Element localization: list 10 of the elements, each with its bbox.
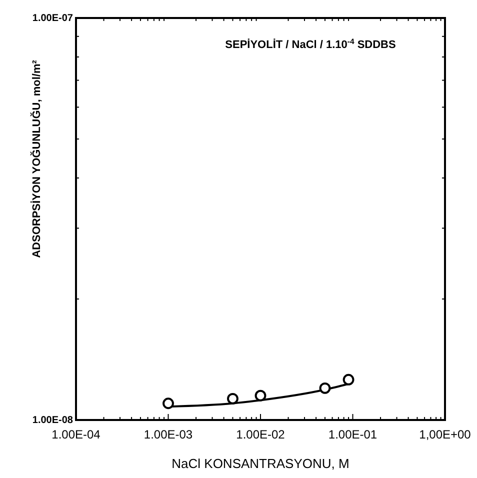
y-axis-title: ADSORPSİYON YOĞUNLUĞU, mol/m²	[30, 60, 43, 258]
x-axis-title: NaCl KONSANTRASYONU, M	[172, 456, 350, 471]
y-tick-label: 1.00E-07	[32, 13, 74, 24]
x-tick-label: 1,00E+00	[419, 428, 472, 442]
text: SEPİYOLİT / NaCl / 1.10$^{-4}$ SDDBS	[225, 36, 396, 51]
x-tick-label: 1.00E-01	[328, 428, 378, 442]
x-tick-label: 1.00E-03	[144, 428, 193, 442]
y-tick-label: 1.00E-08	[32, 415, 74, 426]
x-tick-label: 1.00E-02	[236, 428, 286, 442]
x-tick-label: 1.00E-04	[52, 428, 101, 442]
